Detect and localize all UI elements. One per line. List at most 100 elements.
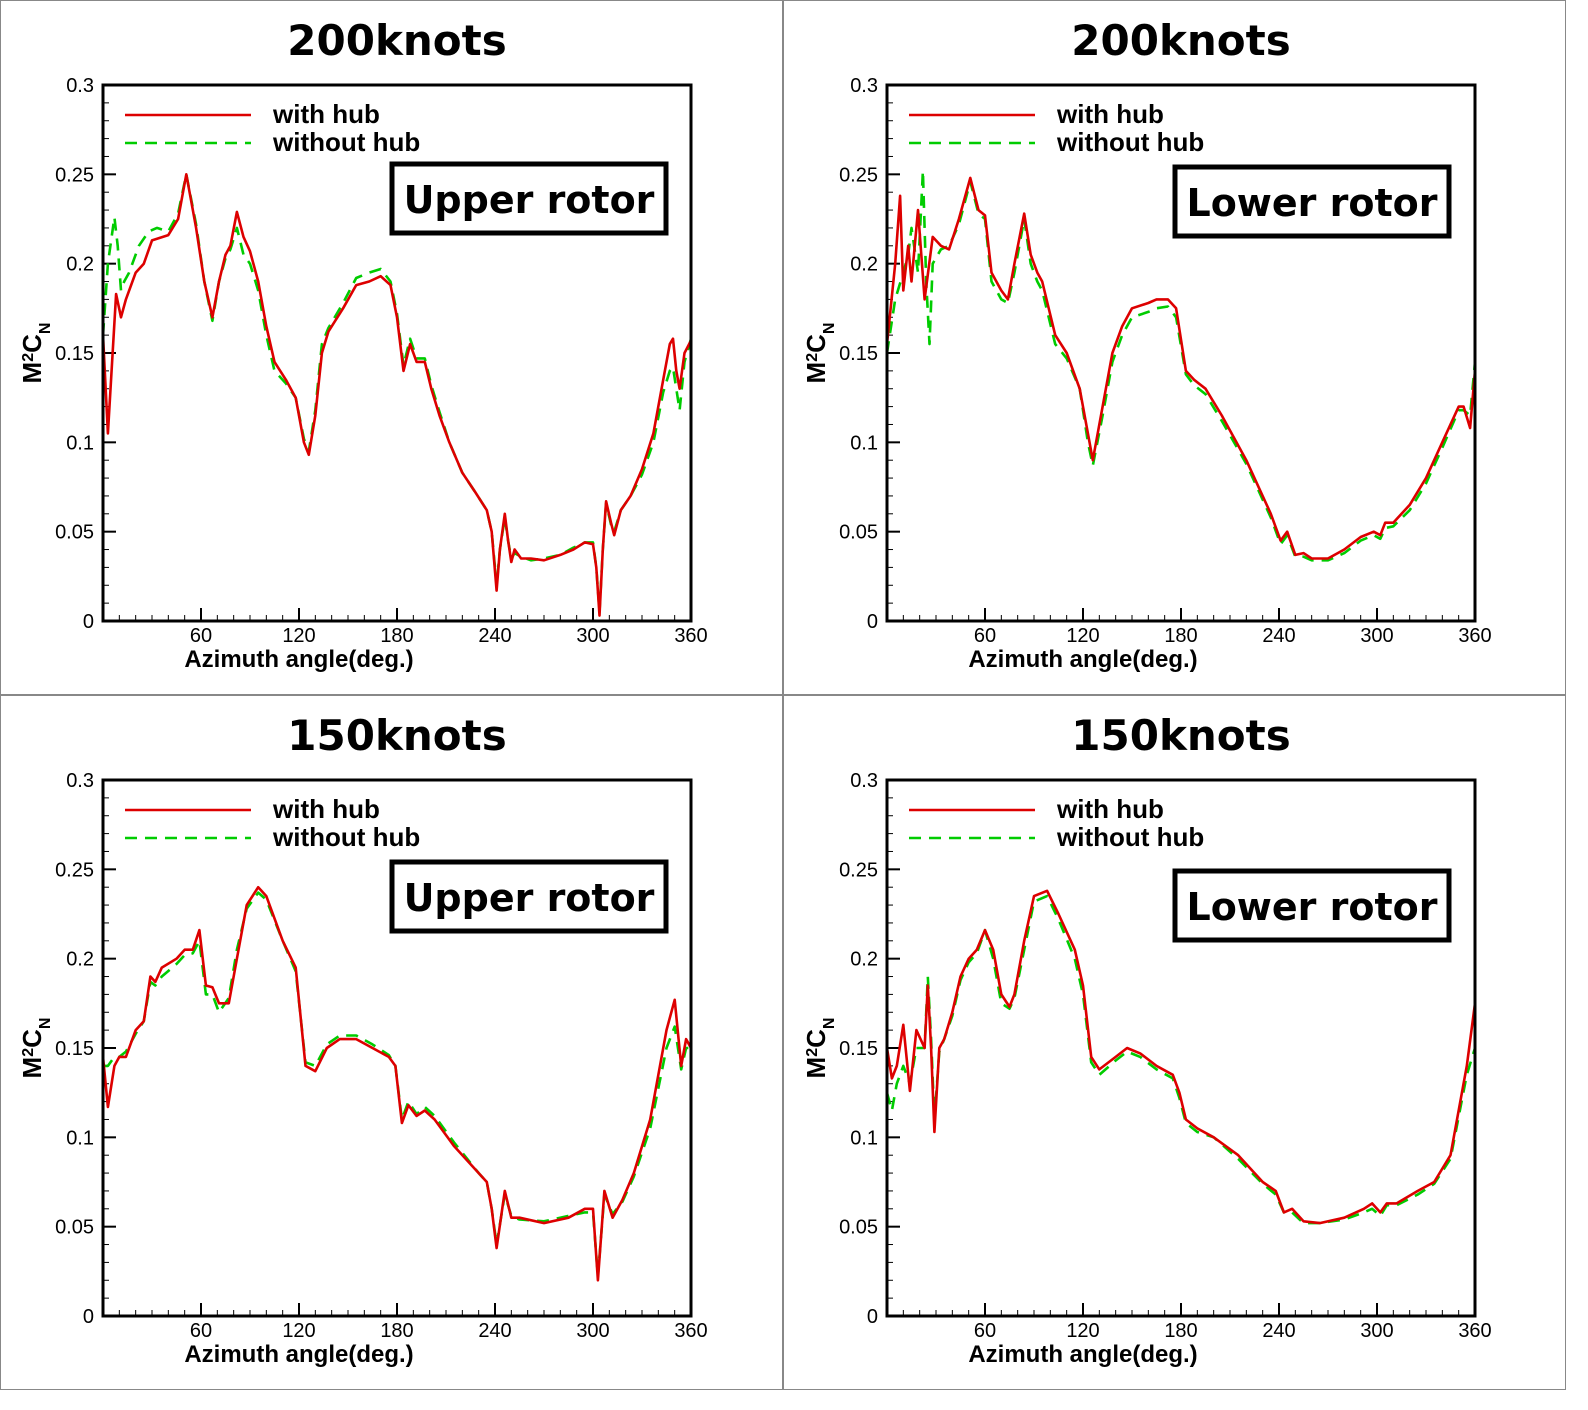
plot-frame: [885, 83, 1477, 623]
y-tick-label: 0.3: [850, 75, 878, 97]
y-tick-label: 0.1: [850, 1127, 878, 1149]
legend-label: with hub: [272, 794, 380, 824]
y-axis-label-part: C: [801, 334, 831, 353]
y-tick-label: 0.1: [66, 432, 94, 454]
y-tick-label: 0.2: [850, 254, 878, 276]
x-tick-label: 60: [974, 1320, 996, 1342]
x-axis-label: Azimuth angle(deg.): [184, 1341, 413, 1368]
y-axis-label: M2CN: [17, 1018, 54, 1079]
x-tick-label: 120: [1066, 625, 1099, 647]
y-tick-label: 0.25: [839, 859, 878, 881]
legend-label: with hub: [272, 99, 380, 129]
annotation-box: [389, 859, 669, 934]
y-axis-label-part: N: [37, 323, 54, 335]
y-tick-label: 0.3: [66, 770, 94, 792]
y-axis-label: M2CN: [801, 323, 838, 384]
plot-frame: [101, 778, 693, 1318]
y-axis-label-part: 2: [20, 353, 37, 362]
x-tick-label: 360: [674, 625, 707, 647]
chart-svg: 150knots 0 0.05 0.1 0.15 0.2 0.25 0.3 60 120 180 24…: [17, 711, 708, 1368]
x-tick-label: 360: [674, 1320, 707, 1342]
chart-title: 150knots: [1071, 711, 1290, 760]
y-axis-label-part: C: [17, 334, 47, 353]
y-tick-label: 0.2: [66, 949, 94, 971]
y-tick-label: 0: [867, 1306, 878, 1328]
x-tick-label: 180: [380, 1320, 413, 1342]
x-tick-label: 60: [974, 625, 996, 647]
y-tick-label: 0: [83, 1306, 94, 1328]
y-tick-label: 0.2: [66, 254, 94, 276]
y-axis-label-part: N: [821, 1018, 838, 1030]
y-tick-label: 0.25: [55, 164, 94, 186]
panel-200knots-upper: 200knots 0 0.05 0.1 0.15 0.2 0.25 0.3 60 120 180 24…: [0, 0, 783, 695]
x-tick-label: 360: [1458, 1320, 1491, 1342]
annotation-box: [389, 161, 669, 236]
x-tick-label: 60: [190, 625, 212, 647]
y-tick-label: 0.2: [850, 949, 878, 971]
x-tick-label: 120: [1066, 1320, 1099, 1342]
panel-150knots-upper: 150knots 0 0.05 0.1 0.15 0.2 0.25 0.3 60 120 180 24…: [0, 695, 783, 1390]
y-tick-label: 0.3: [66, 75, 94, 97]
annotation-label: Upper rotor: [404, 178, 655, 222]
x-tick-label: 240: [478, 625, 511, 647]
x-axis-label: Azimuth angle(deg.): [968, 646, 1197, 673]
y-axis-label-part: N: [37, 1018, 54, 1030]
legend-label: without hub: [1056, 127, 1204, 157]
annotation-label: Lower rotor: [1186, 181, 1437, 225]
y-tick-label: 0.05: [839, 1217, 878, 1239]
y-tick-label: 0.15: [839, 1038, 878, 1060]
y-tick-label: 0.15: [839, 343, 878, 365]
legend-label: with hub: [1056, 794, 1164, 824]
x-tick-label: 240: [478, 1320, 511, 1342]
legend-label: without hub: [272, 822, 420, 852]
plot-frame: [101, 83, 693, 623]
x-tick-label: 120: [282, 1320, 315, 1342]
y-tick-label: 0.1: [850, 432, 878, 454]
x-tick-label: 300: [576, 1320, 609, 1342]
y-axis-label-part: M: [801, 1057, 831, 1079]
y-axis-label: M2CN: [801, 1018, 838, 1079]
series-line-without-hub: [887, 169, 1475, 562]
x-tick-label: 360: [1458, 625, 1491, 647]
series-line-with-hub: [103, 885, 691, 1282]
legend-label: without hub: [272, 127, 420, 157]
x-tick-label: 300: [1360, 625, 1393, 647]
panel-200knots-lower: 200knots 0 0.05 0.1 0.15 0.2 0.25 0.3 60 120 180 24…: [783, 0, 1566, 695]
x-tick-label: 180: [380, 625, 413, 647]
y-axis-label-part: C: [801, 1029, 831, 1048]
legend-label: with hub: [1056, 99, 1164, 129]
y-axis-label-part: C: [17, 1029, 47, 1048]
y-axis-label: M2CN: [17, 323, 54, 384]
x-axis-label: Azimuth angle(deg.): [968, 1341, 1197, 1368]
y-axis-label-part: 2: [804, 353, 821, 362]
y-tick-label: 0.3: [850, 770, 878, 792]
series-line-without-hub: [887, 894, 1475, 1225]
y-axis-label-part: M: [801, 362, 831, 384]
y-tick-label: 0.15: [55, 1038, 94, 1060]
y-tick-label: 0.25: [55, 859, 94, 881]
chart-title: 200knots: [287, 16, 506, 65]
y-tick-label: 0.05: [55, 1217, 94, 1239]
x-tick-label: 180: [1164, 625, 1197, 647]
annotation-label: Upper rotor: [404, 876, 655, 920]
x-tick-label: 120: [282, 625, 315, 647]
y-tick-label: 0.05: [55, 522, 94, 544]
x-axis-label: Azimuth angle(deg.): [184, 646, 413, 673]
x-tick-label: 240: [1262, 1320, 1295, 1342]
y-axis-label-part: 2: [20, 1048, 37, 1057]
y-tick-label: 0: [83, 611, 94, 633]
x-tick-label: 240: [1262, 625, 1295, 647]
y-tick-label: 0.1: [66, 1127, 94, 1149]
series-line-with-hub: [887, 176, 1475, 560]
y-tick-label: 0.25: [839, 164, 878, 186]
y-tick-label: 0.15: [55, 343, 94, 365]
chart-svg: 150knots 0 0.05 0.1 0.15 0.2 0.25 0.3 60 120 180 24…: [801, 711, 1492, 1368]
annotation-box: [1172, 164, 1452, 239]
panel-150knots-lower: 150knots 0 0.05 0.1 0.15 0.2 0.25 0.3 60 120 180 24…: [783, 695, 1566, 1390]
y-axis-label-part: N: [821, 323, 838, 335]
y-tick-label: 0: [867, 611, 878, 633]
chart-title: 200knots: [1071, 16, 1290, 65]
plot-frame: [885, 778, 1477, 1318]
x-tick-label: 180: [1164, 1320, 1197, 1342]
x-tick-label: 300: [1360, 1320, 1393, 1342]
